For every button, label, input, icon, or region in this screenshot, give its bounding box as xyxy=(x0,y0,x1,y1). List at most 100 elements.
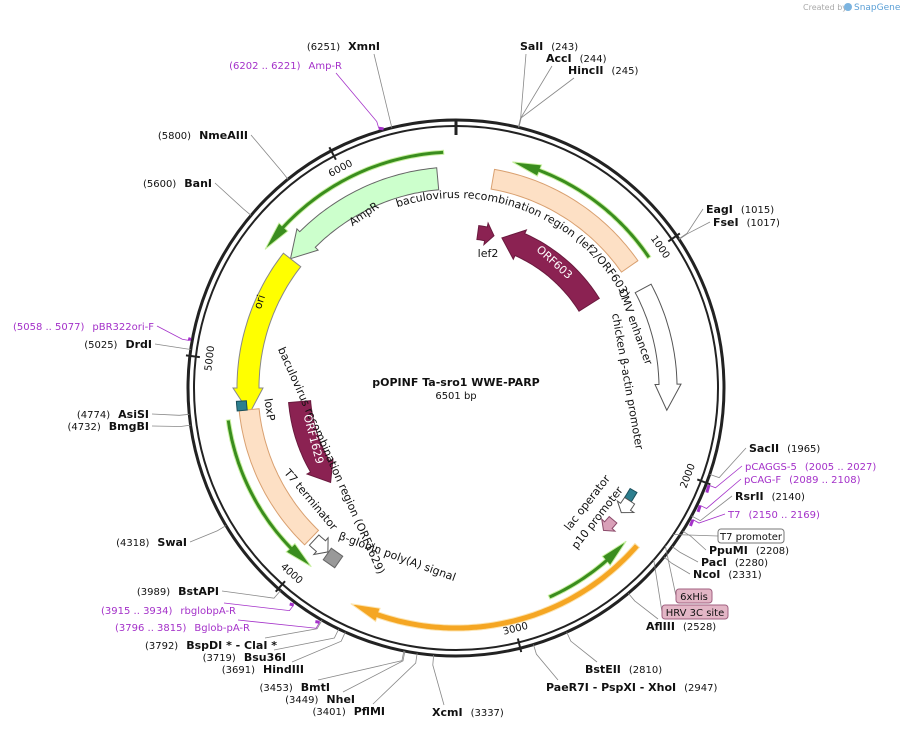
enzyme-leader xyxy=(671,546,699,563)
primer-range: (2150 .. 2169) xyxy=(748,510,820,521)
enzyme-leader xyxy=(317,650,405,681)
enzyme-name: SalI (243) xyxy=(520,40,578,53)
enzyme-position: (3792) BspDI * - ClaI * xyxy=(145,639,277,652)
feature-label: loxP xyxy=(261,397,277,422)
feature-box-label: 6xHis xyxy=(680,592,708,603)
enzyme-leader xyxy=(432,655,445,706)
enzyme-name: BmgBI xyxy=(109,420,149,433)
enzyme-leader xyxy=(709,447,747,479)
enzyme-position-part: (5025) xyxy=(84,340,117,351)
enzyme-name-part: AflIII xyxy=(646,620,675,633)
scale-tick-label: 5000 xyxy=(203,345,217,372)
enzyme-position: (3453) BmtI xyxy=(260,681,330,694)
enzyme-name: AsiSI xyxy=(118,408,149,421)
enzyme-position-part: (4774) xyxy=(77,410,110,421)
enzyme-leader xyxy=(691,495,733,522)
enzyme-name: FseI (1017) xyxy=(713,216,780,229)
enzyme-name: Bsu36I xyxy=(244,651,286,664)
enzyme-position: (3691) HindIII xyxy=(222,663,304,676)
feature-box-label: T7 promoter xyxy=(719,532,783,543)
enzyme-name: NheI xyxy=(326,693,355,706)
enzyme-name: RsrII (2140) xyxy=(735,490,805,503)
primer-leader xyxy=(700,478,742,509)
enzyme-name-part: SacII xyxy=(749,442,779,455)
scale-tick xyxy=(667,232,681,243)
scale-tick xyxy=(185,354,200,359)
enzyme-position: (2528) xyxy=(683,622,716,633)
enzyme-leader xyxy=(264,619,323,639)
enzyme-name: AflIII (2528) xyxy=(646,620,716,633)
enzyme-name-part: NcoI xyxy=(693,568,720,581)
enzyme-name: HincII (245) xyxy=(568,64,639,77)
enzyme-name: PacI (2280) xyxy=(701,556,768,569)
enzyme-leader xyxy=(682,530,707,551)
enzyme-leader xyxy=(566,631,598,663)
enzyme-name: AccI (244) xyxy=(546,52,607,65)
enzyme-position: (245) xyxy=(612,66,639,77)
primer-leader xyxy=(223,602,294,612)
primer-range-part: (6202 .. 6221) xyxy=(229,61,301,72)
scale-tick xyxy=(328,146,337,161)
enzyme-position: (3401) PflMI xyxy=(312,705,385,718)
enzyme-name-part: PpuMI xyxy=(709,544,748,557)
enzyme-position: (5800) NmeAIII xyxy=(158,129,248,142)
enzyme-name: XcmI (3337) xyxy=(432,706,504,719)
primer-name-part: pCAG-F xyxy=(744,475,781,486)
enzyme-position-part: (5600) xyxy=(143,179,176,190)
feature-arc xyxy=(616,496,636,514)
enzyme-position: (5600) BanI xyxy=(143,177,212,190)
enzyme-position-part: (3691) xyxy=(222,665,255,676)
enzyme-position: (1015) xyxy=(741,205,774,216)
enzyme-leader xyxy=(154,343,191,350)
primer-mark xyxy=(378,126,384,131)
enzyme-name-part: HincII xyxy=(568,64,604,77)
enzyme-position: (3719) Bsu36I xyxy=(203,651,286,664)
primer-mark xyxy=(689,519,695,527)
feature-arc xyxy=(235,400,248,412)
feature-arrow-line xyxy=(547,540,627,600)
credit-brand: SnapGene xyxy=(854,3,900,13)
enzyme-position: (5025) DrdI xyxy=(84,338,152,351)
enzyme-position-part: (3989) xyxy=(137,587,170,598)
feature-arrow-line xyxy=(264,149,445,250)
primer-leader xyxy=(156,325,190,341)
enzyme-position: (4732) BmgBI xyxy=(68,420,149,433)
enzyme-name: HindIII xyxy=(263,663,304,676)
enzyme-leader xyxy=(518,65,553,128)
enzyme-leader xyxy=(678,221,711,240)
enzyme-position: (1965) xyxy=(787,444,820,455)
feature-box xyxy=(675,588,713,604)
primer-name: pCAG-F (2089 .. 2108) xyxy=(744,475,861,486)
enzyme-position: (3989) BstAPI xyxy=(137,585,219,598)
enzyme-leader xyxy=(151,424,191,427)
enzyme-name: PaeR7I - PspXI - XhoI (2947) xyxy=(546,681,718,694)
primer-leader xyxy=(692,513,726,524)
primer-name-part: pCAGGS-5 xyxy=(745,462,797,473)
plasmid-length: 6501 bp xyxy=(435,391,476,402)
feature-box-label: HRV 3C site xyxy=(666,608,725,619)
primer-range: (5058 .. 5077) pBR322ori-F xyxy=(13,322,154,333)
enzyme-position-part: (5800) xyxy=(158,131,191,142)
feature-arc xyxy=(232,252,302,415)
feature-label: β-globin poly(A) signal xyxy=(337,529,458,584)
scale-tick-label: 2000 xyxy=(679,462,698,490)
enzyme-name: SacII (1965) xyxy=(749,442,820,455)
enzyme-name-part: PacI xyxy=(701,556,727,569)
scale-tick xyxy=(516,638,523,653)
enzyme-position-part: (3449) xyxy=(285,695,318,706)
enzyme-name-part: SalI xyxy=(520,40,543,53)
enzyme-name-part: PaeR7I - PspXI - XhoI xyxy=(546,681,676,694)
enzyme-position: (2140) xyxy=(772,492,805,503)
enzyme-position: (6251) XmnI xyxy=(307,40,380,53)
primer-name: Bglob-pA-R xyxy=(194,623,250,634)
enzyme-position-part: (6251) xyxy=(307,42,340,53)
enzyme-name: NcoI (2331) xyxy=(693,568,762,581)
primer-range-part: (3796 .. 3815) xyxy=(115,623,187,634)
primer-name: pCAGGS-5 (2005 .. 2027) xyxy=(745,462,876,473)
primer-name: pBR322ori-F xyxy=(92,322,154,333)
enzyme-name: BstAPI xyxy=(178,585,219,598)
enzyme-name: BstEII (2810) xyxy=(585,663,662,676)
enzyme-name: NmeAIII xyxy=(199,129,248,142)
